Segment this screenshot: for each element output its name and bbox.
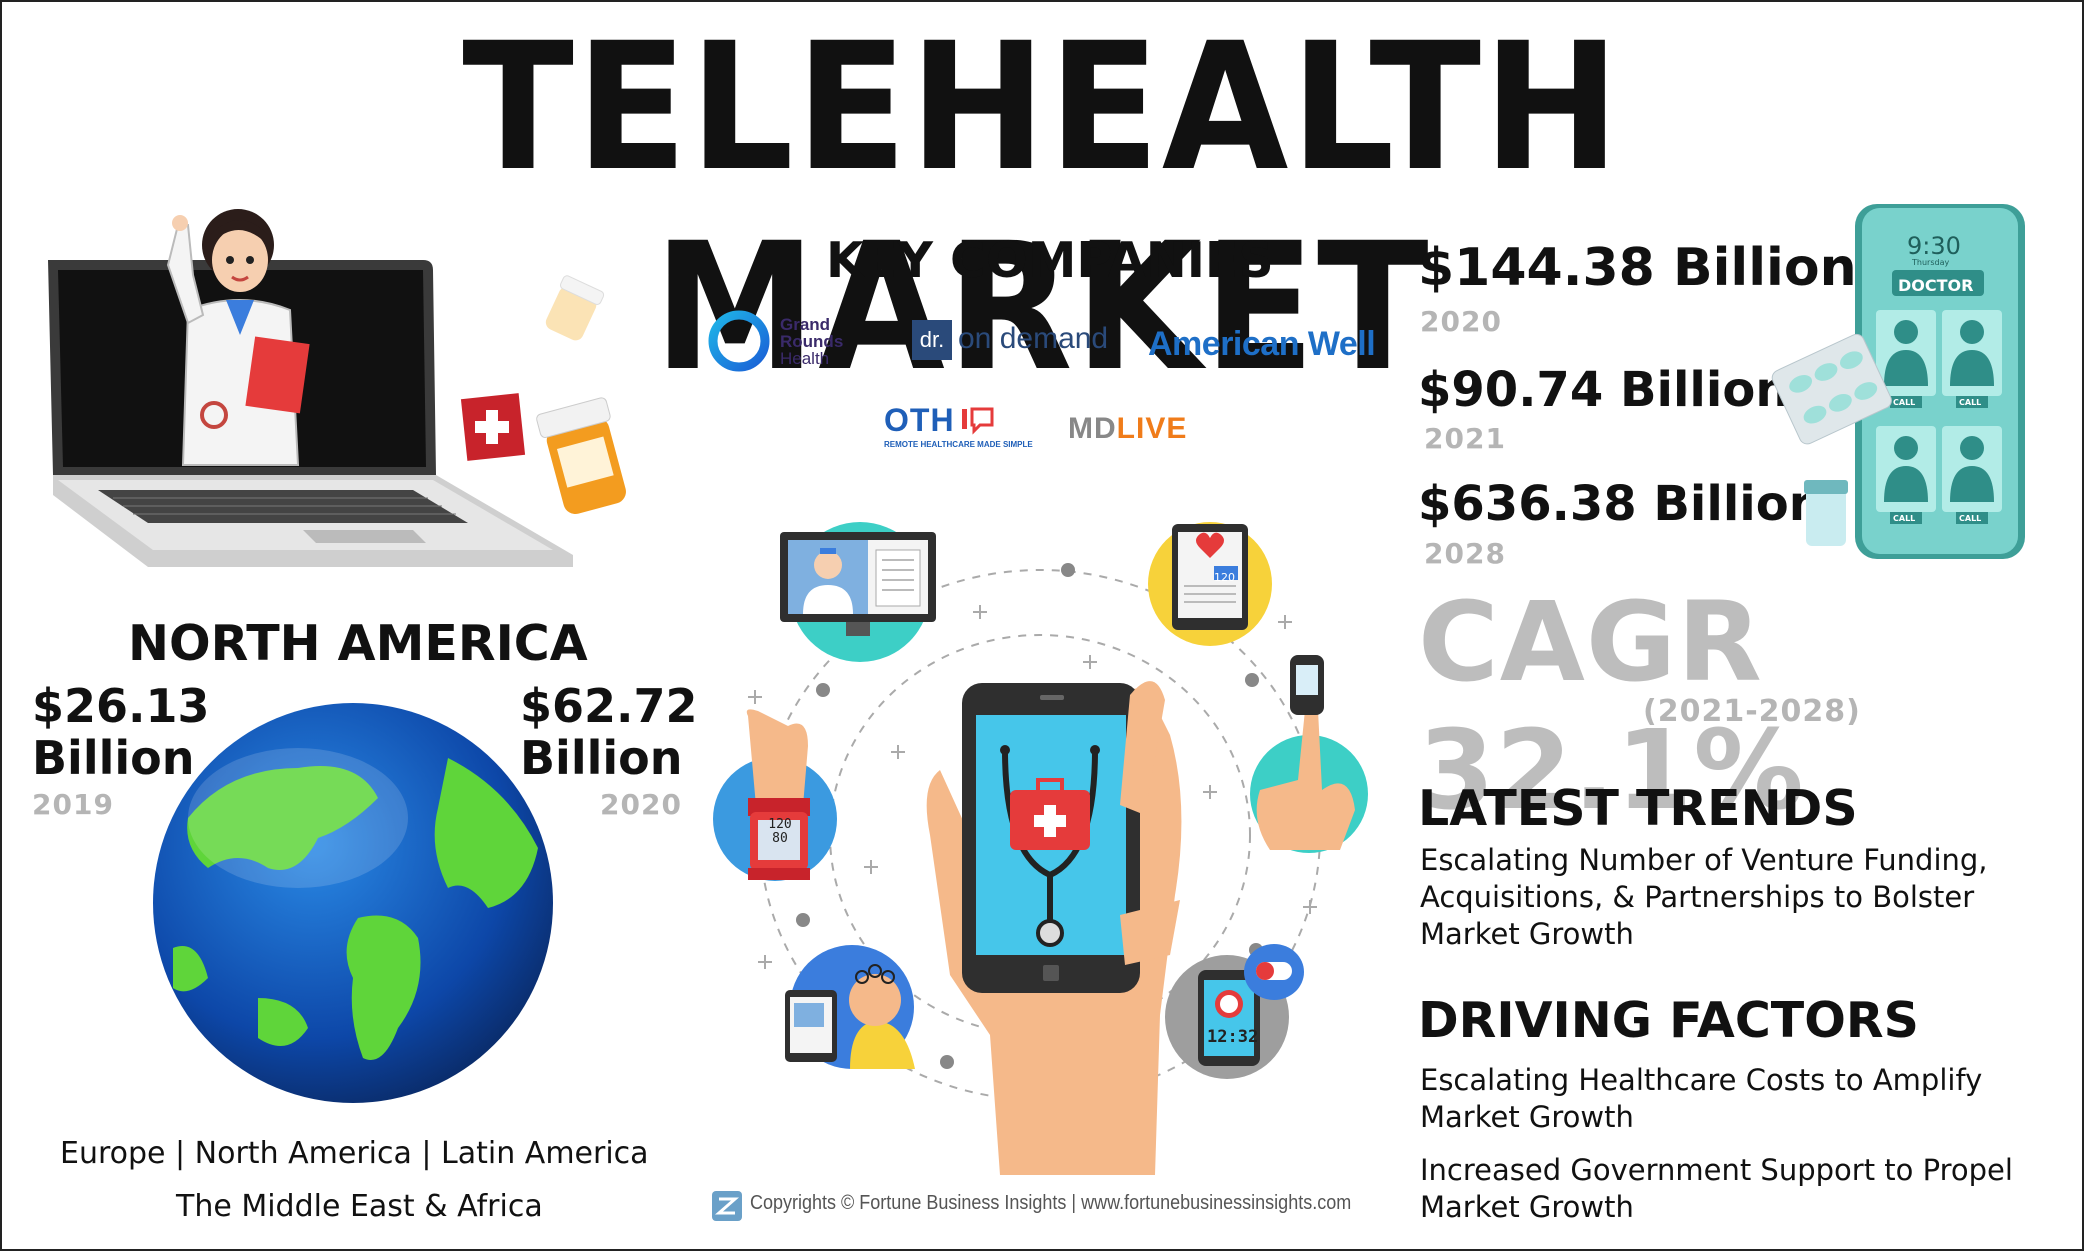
bp-monitor-reading: 120 80 (760, 818, 800, 846)
latest-trends-heading: LATEST TRENDS (1418, 780, 1858, 837)
grand-rounds-logo-icon (708, 310, 770, 372)
grand-rounds-logo: Grand Rounds Health (780, 316, 843, 367)
call-button-3: CALL (1893, 514, 1916, 523)
pill-bottle-orange-icon (536, 397, 626, 515)
video-consult-icon (780, 532, 936, 636)
market-value-2028: $636.38 Billion (1418, 476, 1823, 532)
clock-reading: 12:32 (1207, 1027, 1259, 1047)
market-year-2020: 2020 (1420, 305, 1502, 338)
american-well-logo: American Well (1148, 325, 1376, 363)
oth-chat-icon (962, 407, 994, 435)
na-right-value-line2: Billion (520, 731, 683, 785)
globe-icon (153, 703, 553, 1103)
dr-on-demand-logo: on demand (958, 322, 1109, 355)
cagr-value: CAGR 32.1% (1418, 578, 1805, 834)
market-year-2021: 2021 (1424, 422, 1506, 455)
oth-tagline: REMOTE HEALTHCARE MADE SIMPLE (884, 440, 1033, 449)
grand-rounds-l1: Grand (780, 315, 831, 334)
bp-reading-top: 120 (768, 817, 792, 832)
na-left-value-line1: $26.13 (32, 679, 210, 733)
grand-rounds-l2: Rounds (780, 332, 844, 351)
bp-monitor-icon (746, 709, 810, 880)
phone-day: Thursday (1912, 258, 1950, 267)
grand-rounds-l3: Health (780, 349, 830, 368)
dr-on-demand-mark: dr. (912, 320, 952, 360)
na-right-value-line1: $62.72 (520, 679, 698, 733)
market-value-2020: $144.38 Billion (1418, 238, 1857, 298)
doctor-phone-illustration (1771, 204, 2025, 559)
north-america-2019-value: $26.13 Billion (32, 680, 210, 784)
hand-phone-illustration (926, 681, 1182, 1175)
market-value-2021: $90.74 Billion (1418, 362, 1790, 418)
cagr-period: (2021-2028) (1643, 694, 1861, 729)
mdlive-logo: MDLIVE (1068, 412, 1187, 446)
phone-doctor-label: DOCTOR (1898, 276, 1974, 295)
telepsych-icon (785, 964, 915, 1069)
bp-reading-bottom: 80 (772, 831, 788, 846)
latest-trends-text: Escalating Number of Venture Funding, Ac… (1420, 843, 1988, 951)
oth-logo: OTH (884, 402, 955, 438)
med-reminder-icon (1198, 944, 1304, 1066)
mdlive-live: LIVE (1116, 412, 1188, 445)
tablet-reading: 120 (1214, 571, 1235, 584)
health-tablet-icon (1172, 524, 1248, 630)
pulse-oximeter-icon (1256, 655, 1355, 850)
north-america-2020-value: $62.72 Billion (520, 679, 698, 785)
driving-factor-1: Escalating Healthcare Costs to Amplify M… (1420, 1063, 1983, 1134)
north-america-2019-year: 2019 (32, 788, 114, 821)
market-year-2028: 2028 (1424, 537, 1506, 570)
regions-line2: The Middle East & Africa (176, 1189, 543, 1224)
driving-factors-heading: DRIVING FACTORS (1418, 992, 1919, 1049)
north-america-2020-year: 2020 (600, 788, 682, 821)
mdlive-md: MD (1068, 412, 1117, 445)
fortune-logo-icon (712, 1191, 742, 1221)
first-aid-icon (460, 393, 526, 461)
na-left-value-line2: Billion (32, 731, 195, 785)
north-america-heading: NORTH AMERICA (128, 615, 588, 672)
copyright-text: Copyrights © Fortune Business Insights |… (750, 1192, 1352, 1214)
call-button-2: CALL (1959, 398, 1982, 407)
driving-factor-2: Increased Government Support to Propel M… (1420, 1153, 2013, 1224)
phone-time: 9:30 (1907, 232, 1961, 260)
page-title: TELEHEALTH MARKET (462, 5, 1622, 410)
call-button-1: CALL (1893, 398, 1916, 407)
pill-bottle-icon (545, 275, 605, 341)
laptop-doctor-illustration (48, 209, 573, 567)
call-button-4: CALL (1959, 514, 1982, 523)
key-companies-heading: KEY COMPANIES (826, 232, 1274, 289)
regions-line1: Europe | North America | Latin America (60, 1136, 649, 1171)
